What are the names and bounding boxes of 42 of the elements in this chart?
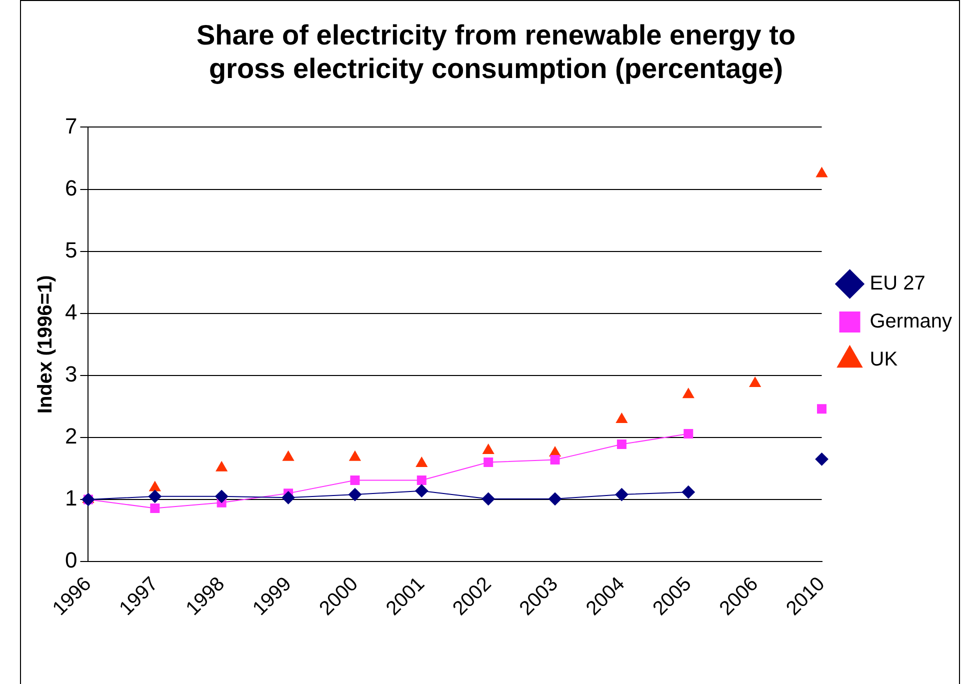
point bbox=[749, 376, 761, 387]
point bbox=[684, 429, 694, 438]
point bbox=[616, 440, 626, 450]
point bbox=[482, 444, 494, 454]
legend-label: Germany bbox=[870, 310, 952, 333]
point bbox=[148, 490, 162, 503]
point bbox=[484, 458, 494, 468]
point bbox=[682, 486, 695, 499]
point bbox=[348, 488, 362, 502]
point bbox=[282, 491, 295, 504]
y-tick-label: 0 bbox=[64, 548, 78, 573]
point bbox=[817, 404, 826, 414]
point bbox=[616, 412, 628, 423]
y-tick-label: 2 bbox=[64, 424, 78, 449]
point bbox=[615, 488, 628, 502]
point bbox=[215, 490, 228, 503]
point bbox=[550, 455, 560, 465]
point bbox=[416, 457, 428, 468]
point bbox=[349, 450, 361, 461]
point bbox=[282, 450, 294, 461]
point bbox=[216, 461, 228, 472]
point bbox=[416, 476, 426, 486]
y-tick-label: 4 bbox=[64, 299, 78, 324]
text: gross electricity consumption (percentage) bbox=[208, 53, 784, 84]
y-tick-label: 1 bbox=[64, 486, 78, 511]
y-tick-label: 6 bbox=[64, 175, 78, 200]
point bbox=[149, 481, 161, 492]
point bbox=[482, 492, 495, 506]
text: Share of electricity from renewable energy to bbox=[196, 20, 796, 51]
point bbox=[150, 503, 160, 513]
point bbox=[682, 388, 694, 398]
y-tick-label: 3 bbox=[64, 361, 78, 386]
legend-label: EU 27 bbox=[870, 272, 926, 295]
point bbox=[816, 167, 828, 178]
legend-label: UK bbox=[870, 348, 898, 371]
point bbox=[350, 476, 360, 486]
point bbox=[415, 484, 428, 498]
y-axis-title: Index (1996=1) bbox=[34, 275, 57, 414]
y-tick-label: 5 bbox=[64, 237, 78, 262]
point bbox=[815, 452, 828, 466]
y-tick-label: 7 bbox=[64, 113, 78, 138]
point bbox=[548, 492, 562, 506]
